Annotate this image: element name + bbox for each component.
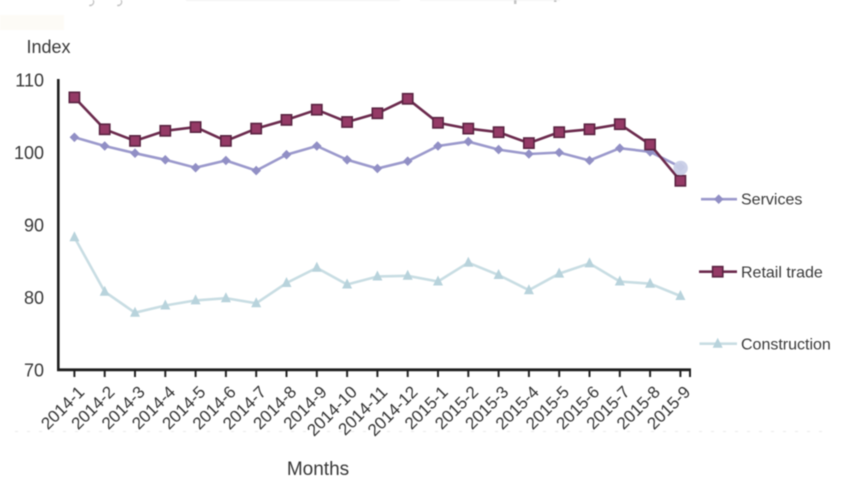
svg-text:Index: Index [27, 37, 71, 57]
svg-text:Retail trade: Retail trade [741, 265, 823, 282]
svg-text:90: 90 [24, 215, 44, 235]
svg-text:Construction: Construction [741, 337, 831, 354]
svg-text:80: 80 [24, 288, 44, 308]
svg-text:100: 100 [14, 143, 44, 163]
svg-text:110: 110 [15, 70, 44, 90]
svg-text:Months: Months [287, 459, 349, 480]
svg-text:70: 70 [24, 360, 44, 380]
svg-text:Services: Services [741, 192, 802, 209]
